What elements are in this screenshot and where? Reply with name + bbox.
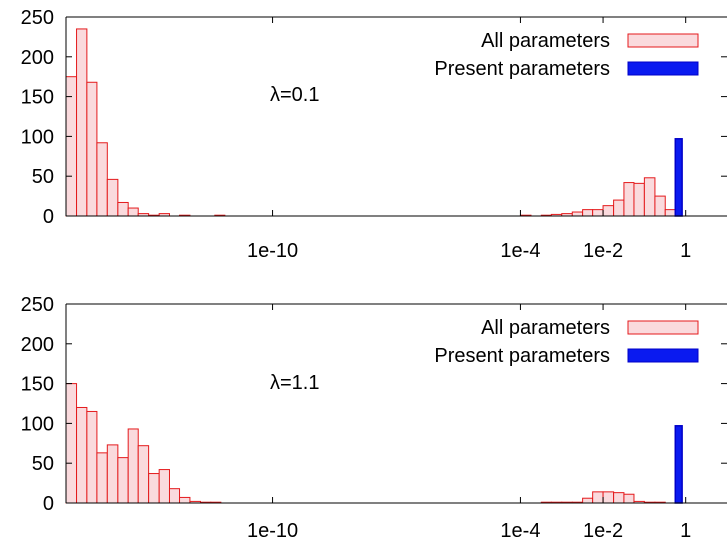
histogram-bar xyxy=(96,142,108,217)
histogram-bar xyxy=(117,457,129,504)
legend-label: Present parameters xyxy=(434,345,610,367)
histogram-bar xyxy=(76,28,88,217)
histogram-bar xyxy=(592,209,604,217)
x-tick-label: 1 xyxy=(680,520,691,539)
histogram-bar xyxy=(96,452,108,504)
lambda-annotation: λ=0.1 xyxy=(270,84,319,106)
histogram-bar xyxy=(674,425,683,504)
series-all-parameters xyxy=(65,383,666,504)
x-tick-label: 1e-10 xyxy=(247,240,298,262)
y-tick-label: 50 xyxy=(32,166,54,188)
legend-label: All parameters xyxy=(481,30,610,52)
histogram-bar xyxy=(127,207,139,217)
y-tick-label: 250 xyxy=(21,294,54,316)
x-tick-label: 1e-10 xyxy=(247,520,298,539)
histogram-bar xyxy=(158,469,170,504)
legend-label: All parameters xyxy=(481,317,610,339)
y-tick-label: 100 xyxy=(21,413,54,435)
x-tick-label: 1e-4 xyxy=(500,520,540,539)
histogram-bar xyxy=(674,138,683,217)
legend-swatch xyxy=(627,33,699,48)
histogram-bar xyxy=(602,491,615,504)
histogram-bar xyxy=(168,488,181,504)
histogram-bar xyxy=(179,496,191,504)
legend-swatch xyxy=(627,320,699,335)
histogram-bar xyxy=(582,497,594,504)
histogram-bar xyxy=(623,182,635,217)
histogram-bar xyxy=(117,201,129,217)
histogram-bar xyxy=(613,199,625,217)
histogram-bar xyxy=(86,81,98,217)
histogram-bar xyxy=(65,383,78,504)
histogram-bar xyxy=(65,76,78,217)
y-tick-label: 0 xyxy=(43,493,54,515)
x-tick-label: 1 xyxy=(680,240,691,262)
histogram-bar xyxy=(137,445,150,504)
histogram-bar xyxy=(582,209,594,217)
x-tick-label: 1e-2 xyxy=(583,240,623,262)
y-tick-label: 250 xyxy=(21,7,54,29)
histogram-bar xyxy=(148,473,160,504)
histogram-bar xyxy=(654,195,666,217)
histogram-bar xyxy=(571,211,584,217)
histogram-bar xyxy=(613,492,625,504)
lambda-annotation: λ=1.1 xyxy=(270,372,319,394)
y-tick-label: 200 xyxy=(21,47,54,69)
histogram-bar xyxy=(106,444,119,504)
histogram-panel-1: 0 50 100 150 200 250 1e-10 1e-4 1e-2 1 λ=0.1 All pa… xyxy=(21,7,727,262)
series-present-parameters xyxy=(674,138,683,217)
histogram-bar xyxy=(86,410,98,504)
series-all-parameters xyxy=(65,28,676,217)
histogram-panel-2: 0 50 100 150 200 250 1e-10 1e-4 1e-2 1 λ=1.1 All pa… xyxy=(21,294,727,539)
histogram-bar xyxy=(106,178,119,217)
histogram-bar xyxy=(623,493,635,504)
histogram-bar xyxy=(664,209,676,217)
y-tick-label: 150 xyxy=(21,374,54,396)
histogram-bar xyxy=(76,406,88,504)
y-tick-label: 150 xyxy=(21,87,54,109)
series-present-parameters xyxy=(674,425,683,504)
y-tick-label: 100 xyxy=(21,126,54,148)
histogram-bar xyxy=(127,428,139,504)
histogram-bar xyxy=(643,177,656,217)
legend-swatch xyxy=(627,61,699,76)
y-tick-label: 200 xyxy=(21,334,54,356)
legend-label: Present parameters xyxy=(434,58,610,80)
histogram-bar xyxy=(592,491,604,504)
y-tick-label: 0 xyxy=(43,206,54,228)
x-tick-label: 1e-2 xyxy=(583,520,623,539)
histogram-bar xyxy=(633,182,645,217)
legend-swatch xyxy=(627,348,699,363)
y-tick-label: 50 xyxy=(32,453,54,475)
x-tick-label: 1e-4 xyxy=(500,240,540,262)
histogram-bar xyxy=(602,205,615,217)
